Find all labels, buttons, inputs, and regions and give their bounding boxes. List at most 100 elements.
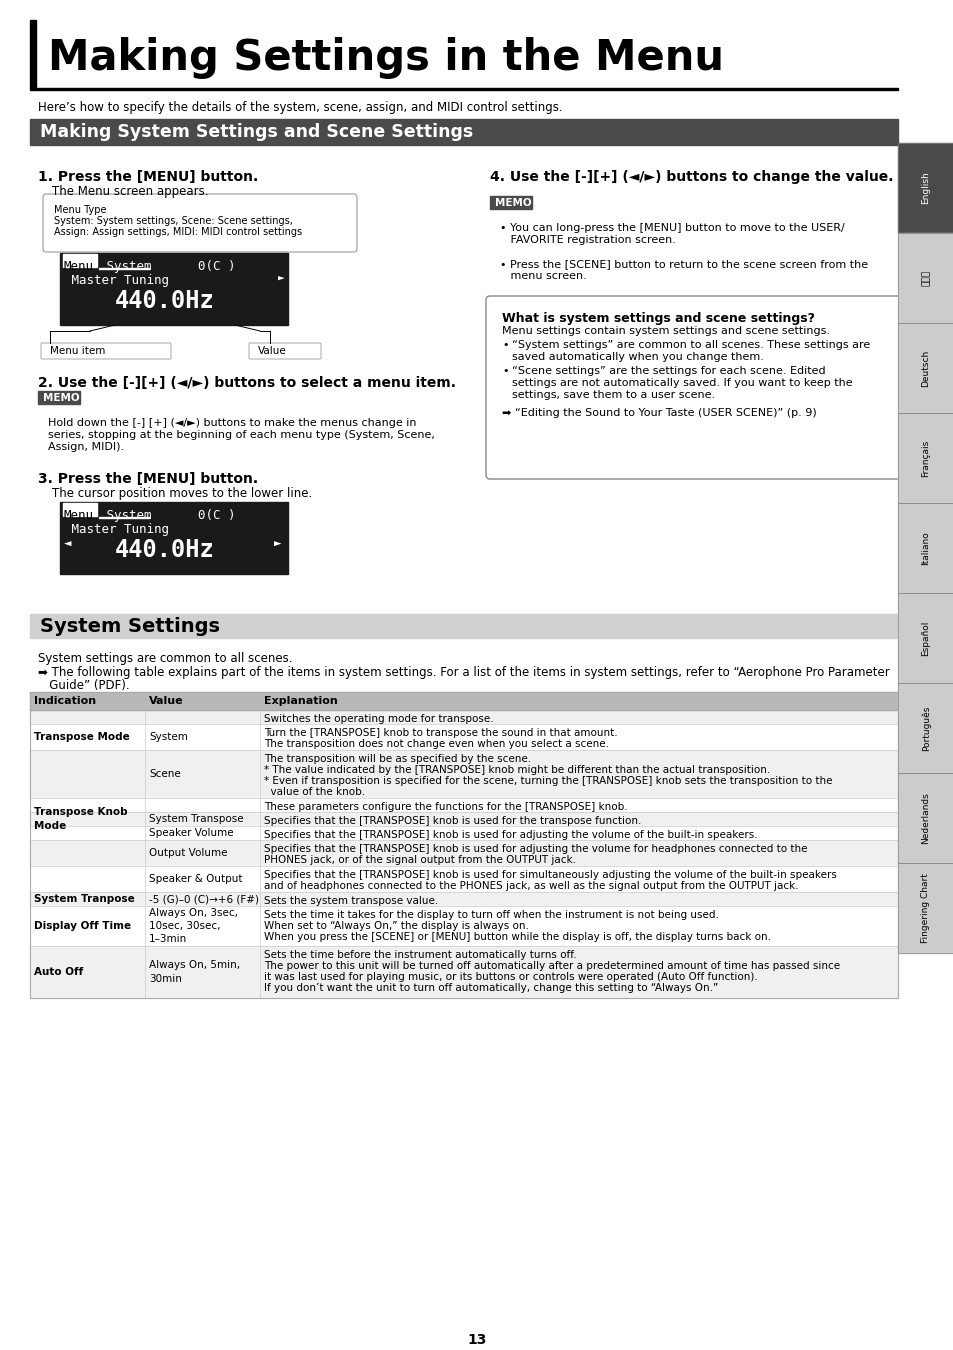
Text: 2. Use the [-][+] (◄/►) buttons to select a menu item.: 2. Use the [-][+] (◄/►) buttons to selec…: [38, 377, 456, 390]
Text: Português: Português: [921, 705, 930, 751]
Text: Output Volume: Output Volume: [149, 848, 227, 859]
Text: Menu Type: Menu Type: [54, 205, 107, 215]
Bar: [897, 504, 953, 593]
FancyBboxPatch shape: [41, 343, 171, 359]
Text: Menu: Menu: [64, 261, 94, 273]
Bar: [30, 88, 897, 90]
Bar: [30, 946, 897, 998]
Text: value of the knob.: value of the knob.: [264, 787, 365, 796]
Text: The transposition will be as specified by the scene.: The transposition will be as specified b…: [264, 755, 531, 764]
Text: Menu: Menu: [64, 509, 94, 522]
Text: The cursor position moves to the lower line.: The cursor position moves to the lower l…: [52, 487, 312, 500]
Text: -5 (G)–0 (C)→+6 (F#): -5 (G)–0 (C)→+6 (F#): [149, 894, 258, 904]
Text: Value: Value: [149, 697, 183, 706]
Text: “System settings” are common to all scenes. These settings are: “System settings” are common to all scen…: [512, 340, 869, 350]
Bar: [30, 811, 897, 826]
Text: FAVORITE registration screen.: FAVORITE registration screen.: [499, 235, 675, 244]
Text: •: •: [501, 366, 508, 377]
Text: The Menu screen appears.: The Menu screen appears.: [52, 185, 209, 198]
Text: Sets the time it takes for the display to turn off when the instrument is not be: Sets the time it takes for the display t…: [264, 910, 719, 919]
Text: ►: ►: [274, 539, 281, 551]
Text: Transpose Knob
Mode: Transpose Knob Mode: [34, 807, 128, 830]
Text: it was last used for playing music, or its buttons or controls were operated (Au: it was last used for playing music, or i…: [264, 972, 757, 981]
Text: •: •: [501, 340, 508, 350]
Bar: [30, 865, 897, 892]
Text: System settings are common to all scenes.: System settings are common to all scenes…: [38, 652, 293, 666]
Text: System: System settings, Scene: Scene settings,: System: System settings, Scene: Scene se…: [54, 216, 293, 225]
Text: MEMO: MEMO: [495, 198, 531, 208]
Bar: [490, 196, 532, 209]
Text: Master Tuning: Master Tuning: [64, 274, 169, 288]
Bar: [897, 143, 953, 234]
Text: and of headphones connected to the PHONES jack, as well as the signal output fro: and of headphones connected to the PHONE…: [264, 882, 798, 891]
Text: Assign: Assign settings, MIDI: MIDI control settings: Assign: Assign settings, MIDI: MIDI cont…: [54, 227, 302, 238]
Text: When you press the [SCENE] or [MENU] button while the display is off, the displa: When you press the [SCENE] or [MENU] but…: [264, 931, 770, 942]
Text: Master Tuning: Master Tuning: [64, 522, 169, 536]
Bar: [30, 724, 897, 751]
Text: These parameters configure the functions for the [TRANSPOSE] knob.: These parameters configure the functions…: [264, 802, 627, 811]
Bar: [30, 906, 897, 946]
Text: System Settings: System Settings: [40, 617, 220, 636]
Bar: [897, 593, 953, 683]
Text: Sets the system transpose value.: Sets the system transpose value.: [264, 896, 437, 906]
Text: System: System: [99, 509, 152, 522]
Bar: [30, 892, 897, 906]
Text: menu screen.: menu screen.: [499, 271, 586, 281]
Text: 1. Press the [MENU] button.: 1. Press the [MENU] button.: [38, 170, 258, 184]
Text: System: System: [149, 732, 188, 742]
Bar: [63, 504, 97, 516]
Text: Indication: Indication: [34, 697, 96, 706]
Text: Specifies that the [TRANSPOSE] knob is used for adjusting the volume of the buil: Specifies that the [TRANSPOSE] knob is u…: [264, 830, 757, 840]
FancyBboxPatch shape: [43, 194, 356, 252]
Text: 4. Use the [-][+] (◄/►) buttons to change the value.: 4. Use the [-][+] (◄/►) buttons to chang…: [490, 170, 893, 184]
Text: series, stopping at the beginning of each menu type (System, Scene,: series, stopping at the beginning of eac…: [48, 431, 435, 440]
Bar: [897, 774, 953, 863]
Text: Hold down the [-] [+] (◄/►) buttons to make the menus change in: Hold down the [-] [+] (◄/►) buttons to m…: [48, 418, 416, 428]
Text: Making System Settings and Scene Settings: Making System Settings and Scene Setting…: [40, 123, 473, 140]
Bar: [897, 593, 953, 683]
Text: 日本語: 日本語: [921, 270, 929, 286]
Bar: [897, 683, 953, 774]
FancyBboxPatch shape: [485, 296, 925, 479]
Bar: [897, 863, 953, 953]
Text: ◄: ◄: [64, 539, 71, 551]
Text: 3. Press the [MENU] button.: 3. Press the [MENU] button.: [38, 472, 258, 486]
Bar: [897, 234, 953, 323]
Bar: [897, 323, 953, 413]
Text: MEMO: MEMO: [43, 393, 79, 404]
Text: What is system settings and scene settings?: What is system settings and scene settin…: [501, 312, 814, 325]
Text: Deutsch: Deutsch: [921, 350, 929, 386]
Text: English: English: [921, 171, 929, 204]
Text: Sets the time before the instrument automatically turns off.: Sets the time before the instrument auto…: [264, 950, 576, 960]
Text: Specifies that the [TRANSPOSE] knob is used for adjusting the volume for headpho: Specifies that the [TRANSPOSE] knob is u…: [264, 844, 806, 855]
Text: Value: Value: [257, 346, 287, 356]
Text: System Tranpose: System Tranpose: [34, 894, 134, 904]
Text: • You can long-press the [MENU] button to move to the USER/: • You can long-press the [MENU] button t…: [499, 223, 843, 234]
Text: Auto Off: Auto Off: [34, 967, 83, 977]
Text: * The value indicated by the [TRANSPOSE] knob might be different than the actual: * The value indicated by the [TRANSPOSE]…: [264, 765, 769, 775]
Text: settings, save them to a user scene.: settings, save them to a user scene.: [512, 390, 715, 400]
Text: 0(C ): 0(C ): [198, 261, 235, 273]
Bar: [63, 254, 97, 267]
Text: System: System: [99, 261, 152, 273]
Bar: [38, 392, 80, 404]
Bar: [60, 502, 288, 574]
Text: Making Settings in the Menu: Making Settings in the Menu: [48, 36, 723, 80]
Bar: [897, 774, 953, 863]
Bar: [30, 798, 897, 811]
Text: Español: Español: [921, 620, 929, 656]
Bar: [30, 614, 897, 639]
Text: Here’s how to specify the details of the system, scene, assign, and MIDI control: Here’s how to specify the details of the…: [38, 100, 562, 113]
Text: Specifies that the [TRANSPOSE] knob is used for simultaneously adjusting the vol: Specifies that the [TRANSPOSE] knob is u…: [264, 869, 836, 880]
Text: Fingering Chart: Fingering Chart: [921, 873, 929, 942]
Text: Speaker & Output: Speaker & Output: [149, 873, 242, 884]
Text: Explanation: Explanation: [264, 697, 337, 706]
Text: The transposition does not change even when you select a scene.: The transposition does not change even w…: [264, 738, 608, 749]
Bar: [30, 119, 897, 144]
Bar: [897, 323, 953, 413]
Text: ►: ►: [277, 274, 284, 284]
Text: Speaker Volume: Speaker Volume: [149, 828, 233, 838]
Text: When set to “Always On,” the display is always on.: When set to “Always On,” the display is …: [264, 921, 528, 931]
Text: ➡ “Editing the Sound to Your Taste (USER SCENE)” (p. 9): ➡ “Editing the Sound to Your Taste (USER…: [501, 408, 816, 418]
Text: Always On, 3sec,
10sec, 30sec,
1–3min: Always On, 3sec, 10sec, 30sec, 1–3min: [149, 907, 237, 944]
